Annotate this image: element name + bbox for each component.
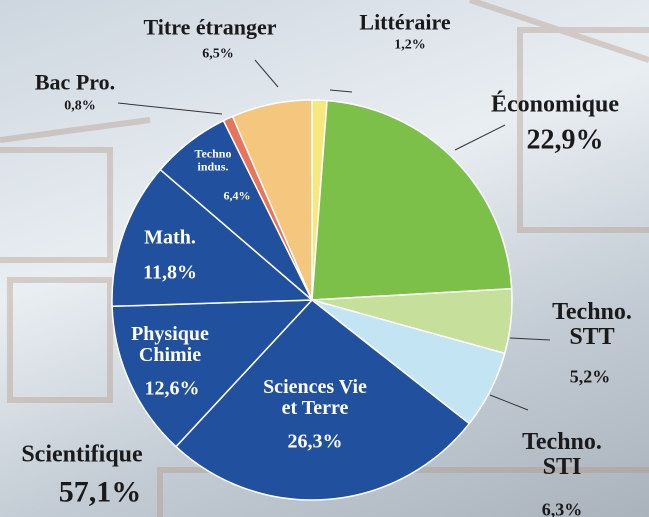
label: Physique Chimie	[131, 323, 209, 366]
label: Techno. STT	[552, 298, 632, 350]
label: Techno. STI	[522, 428, 602, 480]
label: Économique	[490, 91, 620, 118]
label: Scientifique	[21, 441, 143, 468]
label: Math.	[144, 226, 196, 249]
leader-line	[329, 89, 353, 93]
label: 11,8%	[143, 261, 197, 284]
slice	[174, 298, 471, 501]
label: 26,3%	[287, 430, 343, 453]
slice	[231, 99, 313, 301]
label: Littéraire	[359, 9, 451, 35]
label: 12,6%	[144, 377, 200, 400]
label: 22,9%	[526, 124, 604, 156]
label: 6,5%	[202, 46, 234, 62]
label: 6,4%	[223, 188, 251, 203]
label: Techno indus.	[194, 146, 232, 173]
slice	[111, 299, 314, 448]
label: 1,2%	[394, 37, 426, 53]
label: 0,8%	[64, 98, 96, 114]
label: Titre étranger	[143, 14, 277, 40]
leader-line	[117, 102, 223, 115]
leader-line	[454, 124, 506, 151]
leader-line	[254, 59, 279, 88]
label: 5,2%	[569, 366, 611, 387]
leader-line	[509, 337, 551, 341]
label: Bac Pro.	[34, 69, 116, 95]
leader-line	[489, 394, 529, 411]
slice	[111, 168, 314, 308]
label: Sciences Vie et Terre	[263, 376, 367, 419]
slice	[311, 99, 513, 301]
label: 57,1%	[58, 475, 142, 509]
label: 6,3%	[541, 499, 583, 517]
